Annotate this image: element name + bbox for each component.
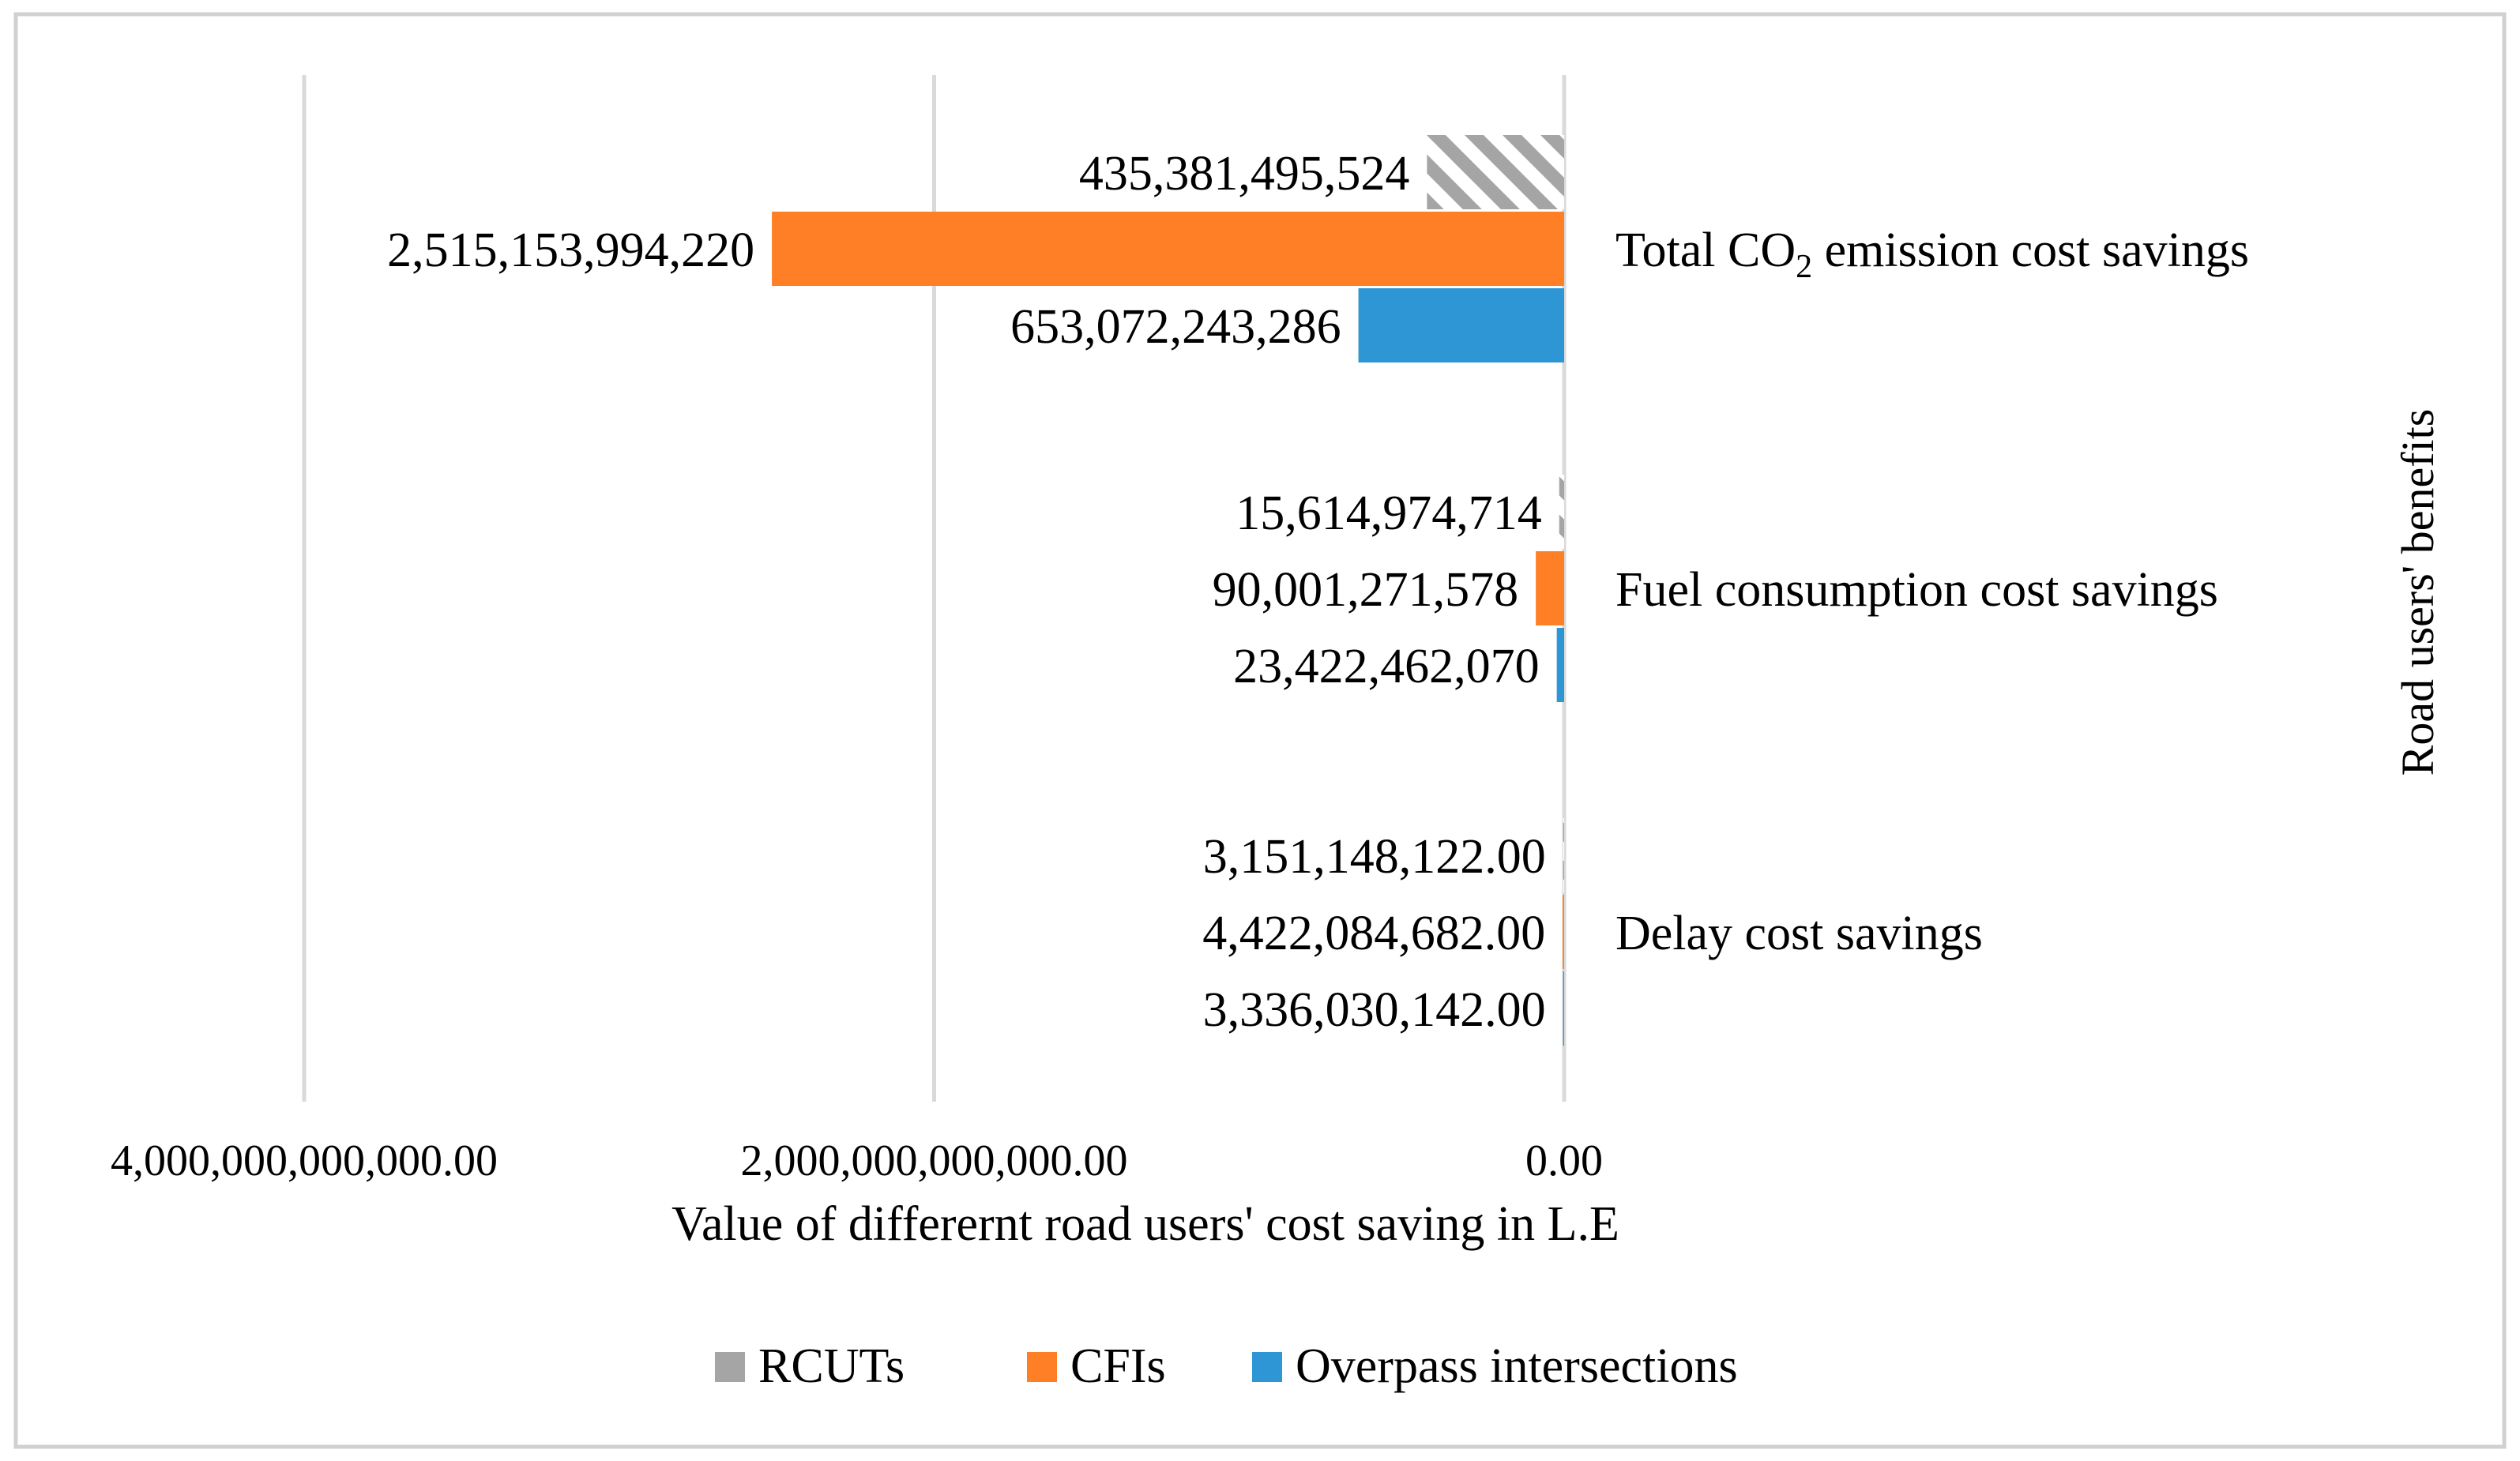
legend-label-0: RCUTs — [758, 1339, 905, 1393]
category-label-0: Total CO2 emission cost savings — [1615, 223, 2249, 285]
bar-overpass-intersections-2 — [1563, 971, 1564, 1046]
data-label-rcuts-0: 435,381,495,524 — [1079, 147, 1410, 201]
bars — [772, 135, 1564, 1046]
data-label-overpass-intersections-2: 3,336,030,142.00 — [1203, 983, 1546, 1037]
legend: RCUTs CFIs Overpass intersections — [715, 1339, 1738, 1393]
legend-swatch-0 — [715, 1352, 745, 1382]
legend-item-rcuts: RCUTs — [715, 1339, 905, 1393]
x-tick-label-2: 0.00 — [1525, 1136, 1603, 1185]
y-axis-title: Road users' benefits — [2392, 409, 2443, 776]
x-tick-labels: 4,000,000,000,000.00 2,000,000,000,000.00… — [111, 1136, 1603, 1185]
category-label-1: Fuel consumption cost savings — [1615, 563, 2218, 617]
data-label-cfis-0: 2,515,153,994,220 — [387, 223, 754, 277]
category-labels: Total CO2 emission cost savings Fuel cons… — [1615, 223, 2249, 960]
bar-rcuts-0 — [1427, 135, 1564, 209]
legend-label-2: Overpass intersections — [1296, 1339, 1738, 1393]
data-label-overpass-intersections-1: 23,422,462,070 — [1233, 640, 1540, 693]
data-labels: 435,381,495,524 15,614,974,714 3,151,148,1… — [387, 147, 1546, 1037]
data-label-rcuts-2: 3,151,148,122.00 — [1203, 830, 1546, 884]
x-axis-title: Value of differernt road users' cost sav… — [671, 1197, 1619, 1251]
bar-cfis-0 — [772, 212, 1564, 286]
legend-label-1: CFIs — [1070, 1339, 1166, 1393]
data-label-cfis-2: 4,422,084,682.00 — [1202, 907, 1545, 960]
bar-rcuts-2 — [1563, 818, 1564, 892]
x-tick-label-1: 2,000,000,000,000.00 — [741, 1136, 1128, 1185]
legend-swatch-2 — [1252, 1352, 1282, 1382]
bar-cfis-1 — [1536, 551, 1564, 625]
legend-swatch-1 — [1027, 1352, 1057, 1382]
bar-rcuts-1 — [1559, 475, 1564, 549]
legend-item-overpass-intersections: Overpass intersections — [1252, 1339, 1738, 1393]
data-label-cfis-1: 90,001,271,578 — [1213, 563, 1519, 617]
category-label-2: Delay cost savings — [1615, 907, 1983, 960]
data-label-overpass-intersections-0: 653,072,243,286 — [1010, 300, 1341, 354]
bar-cfis-2 — [1563, 895, 1564, 969]
bar-overpass-intersections-0 — [1358, 288, 1564, 362]
legend-item-cfis: CFIs — [1027, 1339, 1166, 1393]
x-tick-label-0: 4,000,000,000,000.00 — [111, 1136, 498, 1185]
data-label-rcuts-1: 15,614,974,714 — [1236, 486, 1542, 540]
bar-overpass-intersections-1 — [1556, 628, 1564, 702]
